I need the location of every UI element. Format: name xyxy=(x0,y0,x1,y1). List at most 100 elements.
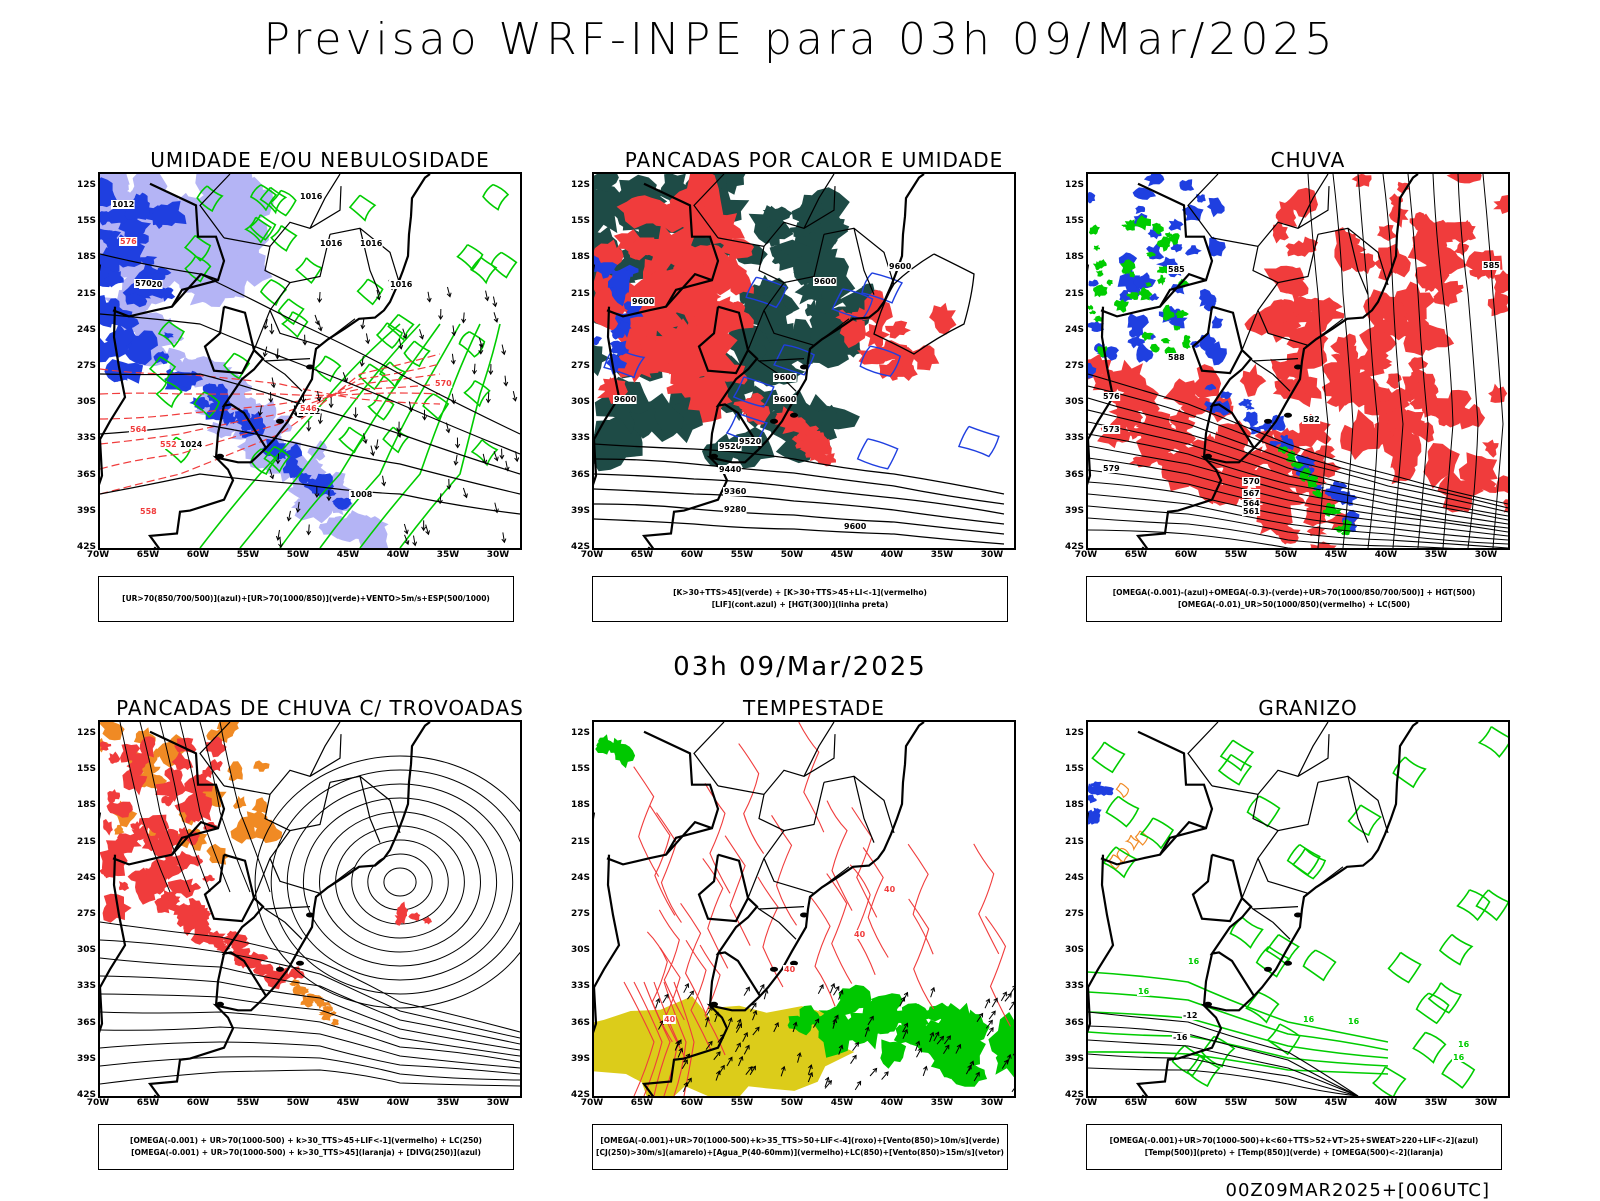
wind-vector xyxy=(833,987,838,996)
lat-tick-label: 39S xyxy=(571,506,590,516)
lat-tick-label: 33S xyxy=(77,981,96,991)
wind-vector xyxy=(404,524,408,534)
rain-blue-band-cell xyxy=(1245,405,1254,411)
wind-vector xyxy=(513,391,517,401)
contour-label: 1016 xyxy=(300,192,323,201)
temp850-contour xyxy=(1092,742,1124,772)
wind-vector xyxy=(318,321,322,331)
lat-tick-label: 15S xyxy=(77,216,96,226)
lat-tick-label: 30S xyxy=(571,945,590,955)
country-border xyxy=(718,855,760,996)
thunder-red-band xyxy=(154,890,305,989)
legend-line: [OMEGA(-0.01)_UR>50(1000/850)(vermelho) … xyxy=(1087,599,1501,611)
lon-tick-label: 45W xyxy=(1325,1098,1347,1108)
wind-vector xyxy=(456,438,460,448)
lon-tick-label: 30W xyxy=(487,550,509,560)
omega-orange xyxy=(1116,783,1128,797)
contour-label: 552 xyxy=(160,440,177,449)
temp850-contour xyxy=(1373,1067,1405,1096)
wind-vector xyxy=(427,292,431,302)
lat-tick-label: 33S xyxy=(1065,981,1084,991)
lat-tick-label: 21S xyxy=(571,289,590,299)
lake xyxy=(1204,454,1212,459)
wind-vector xyxy=(361,319,365,329)
temp850-contour xyxy=(1219,755,1251,785)
temp500-contour xyxy=(1088,1040,1358,1096)
thunder-red-cell xyxy=(103,819,113,836)
hail-blue xyxy=(1088,781,1114,825)
contour-label: 570 xyxy=(435,379,452,388)
contour-label: 1016 xyxy=(320,239,343,248)
contour-label: 588 xyxy=(1168,353,1185,362)
lon-tick-label: 50W xyxy=(287,1098,309,1108)
pwater-contour xyxy=(863,847,888,957)
contour-label: 1016 xyxy=(360,239,383,248)
streamline xyxy=(368,854,432,910)
rh-green-contour xyxy=(458,245,483,270)
map-trovoadas xyxy=(98,720,522,1098)
lon-tick-label: 70W xyxy=(581,550,603,560)
legend-line: [Temp(500)](preto) + [Temp(850)](verde) … xyxy=(1087,1147,1501,1159)
lon-tick-label: 55W xyxy=(731,1098,753,1108)
rain-red-band-cell xyxy=(1488,384,1507,403)
lon-tick-label: 40W xyxy=(387,550,409,560)
wind-vector xyxy=(451,394,455,404)
wind-vector xyxy=(397,422,401,432)
thunder-red-cell xyxy=(107,789,120,804)
humidity-light-blue-cell xyxy=(223,196,244,223)
rain-blue-cell xyxy=(1144,174,1165,187)
map-svg: 9600960096009600952094409360928095209600… xyxy=(594,174,1014,548)
wind-vector xyxy=(420,329,424,339)
main-title: Previsao WRF-INPE para 03h 09/Mar/2025 xyxy=(0,14,1600,65)
lon-tick-label: 65W xyxy=(137,550,159,560)
pwater-contour xyxy=(650,805,675,915)
contour-label: 40 xyxy=(884,885,896,894)
lat-tick-label: 30S xyxy=(77,397,96,407)
rh-green-contour xyxy=(465,381,490,406)
state-border xyxy=(759,909,796,939)
rain-red-cell xyxy=(1493,270,1508,294)
streamline xyxy=(287,784,512,980)
rain-blue-cell xyxy=(1212,316,1224,329)
lon-tick-label: 45W xyxy=(1325,550,1347,560)
rain-blue-cell xyxy=(1168,219,1183,231)
wind850-green-cell xyxy=(880,1039,906,1068)
lat-tick-label: 15S xyxy=(571,764,590,774)
lake xyxy=(710,454,718,459)
lon-tick-label: 35W xyxy=(1425,550,1447,560)
wind-vector xyxy=(663,994,668,1003)
map-umidade: 1012101610161020102410121016101610085705… xyxy=(98,172,522,550)
lake xyxy=(800,365,808,370)
rain-blue-cell xyxy=(1207,198,1225,218)
lon-tick-label: 45W xyxy=(337,1098,359,1108)
legend-line: [OMEGA(-0.001)+UR>70(1000-500)+k>35_TTS>… xyxy=(593,1135,1007,1147)
rh-green-contour xyxy=(261,280,286,305)
pwater-contour xyxy=(908,844,933,954)
rain-blue-cell xyxy=(1088,280,1098,287)
lat-tick-label: 18S xyxy=(77,252,96,262)
temp850-contour xyxy=(1246,992,1278,1022)
contour-label: 9600 xyxy=(614,395,637,404)
contour-label: -12 xyxy=(1183,1011,1197,1020)
wind-vector xyxy=(413,536,417,546)
contour-label: 558 xyxy=(140,507,157,516)
lif-contour xyxy=(858,439,898,469)
lif-contour xyxy=(959,426,999,456)
legend-line: [CJ(250)>30m/s](amarelo)+[Agua_P(40-60mm… xyxy=(593,1147,1007,1159)
lon-tick-label: 70W xyxy=(1075,550,1097,560)
country-border xyxy=(710,954,718,1006)
lon-tick-label: 50W xyxy=(1275,1098,1297,1108)
lat-tick-label: 27S xyxy=(77,361,96,371)
state-border xyxy=(1242,858,1298,909)
lon-tick-label: 55W xyxy=(1225,550,1247,560)
rain-blue-cell xyxy=(1171,244,1183,253)
hgt300-contour xyxy=(594,474,1004,514)
rain-green-cell xyxy=(1088,305,1093,311)
rain-red-cell xyxy=(1447,174,1482,183)
